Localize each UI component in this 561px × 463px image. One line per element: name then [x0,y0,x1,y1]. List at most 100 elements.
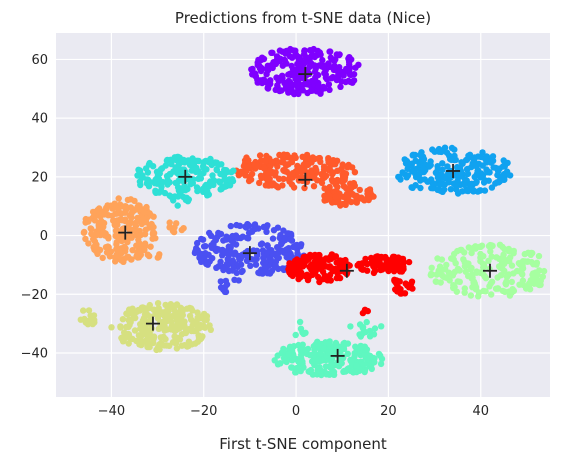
cluster-7-point [499,243,506,251]
cluster-8-point [142,305,150,313]
cluster-0-point [281,57,289,64]
cluster-0-point [269,49,276,56]
cluster-7-point [487,248,494,255]
cluster-6-point [390,253,397,260]
cluster-6-point [404,282,411,289]
cluster-4-point [147,243,154,250]
cluster-2-point [404,165,411,173]
cluster-8-point [161,342,168,349]
centroid-marker-5 [242,246,257,261]
cluster-3-point [222,182,230,189]
chart-title: Predictions from t-SNE data (Nice) [175,9,431,27]
cluster-6-point [290,269,297,276]
cluster-4-point [114,246,121,253]
cluster-7-point [432,278,439,285]
cluster-2-point [438,148,445,156]
centroid-marker-2 [446,163,461,178]
cluster-7-point [450,284,457,292]
cluster-3-point [213,167,221,174]
cluster-5-point [215,229,222,237]
cluster-5-point [270,227,278,234]
cluster-5-point [224,247,231,255]
cluster-5-point [277,232,284,239]
cluster-9-point [366,327,374,335]
cluster-2-point [401,156,408,163]
cluster-7-point [456,278,463,285]
cluster-4-point [99,254,106,262]
cluster-4-point [125,253,132,261]
cluster-1-point [245,157,252,164]
cluster-9-point [378,323,385,330]
cluster-8-point [138,332,145,340]
cluster-1-point [237,168,245,175]
cluster-1-point [280,175,287,183]
cluster-3-point [181,183,188,190]
cluster-0-point [264,84,271,92]
cluster-7-point [446,277,453,284]
cluster-4-point [132,219,139,227]
cluster-1-point [339,161,346,168]
cluster-2-point [395,173,402,181]
cluster-5-point [250,256,257,263]
cluster-1-point [341,174,349,181]
cluster-6-point [316,251,323,259]
cluster-8-point [119,316,127,323]
cluster-0-point [290,47,297,54]
cluster-7-point [502,281,510,288]
cluster-1-point [364,190,371,198]
cluster-9-point [276,360,283,367]
cluster-6-point [400,263,407,271]
cluster-2-point [472,162,480,170]
cluster-1-point [299,153,306,160]
cluster-2-point [439,166,446,173]
cluster-0-point [256,62,263,69]
cluster-1-point [351,169,359,176]
cluster-3-point [215,161,222,169]
cluster-0-point [326,86,333,94]
centroid-marker-0 [298,67,313,82]
cluster-3-point [199,185,207,193]
cluster-1-point [332,193,339,200]
cluster-7-point [477,254,484,261]
cluster-6-point [294,257,302,264]
x-tick-labels: −40 −20 0 20 40 [98,404,489,419]
cluster-2-point [484,169,491,176]
cluster-5-point [267,256,274,264]
cluster-4-point [152,235,159,242]
cluster-1-point [285,161,292,168]
cluster-0-point [327,48,334,55]
cluster-4-point [121,243,128,251]
cluster-6-point [330,254,338,261]
cluster-5-point [198,258,205,265]
cluster-9-point [306,352,314,359]
cluster-0-point [285,89,292,96]
cluster-5-point [194,247,201,254]
cluster-6-point [399,255,407,263]
cluster-4-point [112,258,119,265]
cluster-1-point [326,183,333,191]
cluster-9-point [300,330,307,338]
cluster-7-point [488,278,496,285]
cluster-5-point [247,262,254,269]
cluster-5-point [222,277,230,285]
cluster-1-point [262,182,269,189]
cluster-4-point [128,209,135,217]
cluster-2-point [470,186,477,194]
centroid-marker-7 [482,263,497,278]
cluster-3-point [146,159,153,167]
cluster-4-point [88,226,95,233]
cluster-2-point [439,160,446,167]
cluster-7-point [480,287,487,295]
cluster-2-point [492,180,499,187]
x-tick-label: 0 [292,404,300,419]
cluster-8-point [118,334,125,342]
cluster-4-point [170,228,178,236]
cluster-5-point [284,230,291,237]
cluster-4-point [109,212,116,219]
cluster-2-point [412,157,419,164]
cluster-5-point [290,243,297,251]
cluster-0-point [352,64,359,71]
cluster-8-point [125,330,132,338]
cluster-8-point [188,326,196,334]
cluster-9-point [330,368,338,376]
